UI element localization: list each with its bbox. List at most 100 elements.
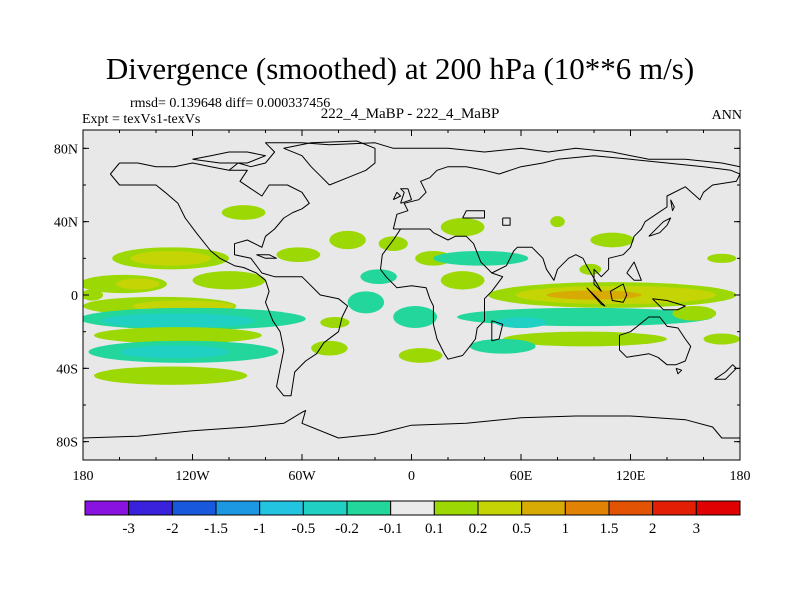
colorbar-label: -3: [122, 521, 135, 537]
colorbar-label: 3: [693, 521, 701, 537]
colorbar-swatch: [477, 500, 523, 516]
colorbar-label: -1: [253, 521, 266, 537]
colorbar-swatch: [259, 500, 304, 516]
colorbar-swatch: [171, 500, 217, 516]
contour-region: [590, 232, 635, 248]
contour-region: [378, 236, 408, 252]
contour-region: [221, 205, 266, 220]
colorbar-label: -0.2: [335, 521, 359, 537]
contour-region: [502, 331, 667, 347]
coastline: [119, 142, 740, 171]
colorbar-swatch: [215, 500, 261, 516]
contour-region: [93, 366, 248, 385]
chart-title: Divergence (smoothed) at 200 hPa (10**6 …: [105, 51, 695, 86]
contour-region: [469, 339, 536, 354]
colorbar-swatch: [652, 500, 697, 516]
x-tick-label: 0: [408, 469, 415, 484]
contour-region: [398, 348, 443, 363]
coastline: [462, 210, 485, 219]
contour-region: [550, 216, 565, 228]
coastline: [256, 254, 277, 259]
y-tick-label: 80S: [56, 436, 78, 451]
contour-region: [329, 230, 366, 250]
coastline: [648, 217, 672, 237]
colorbar-label: -2: [166, 521, 179, 537]
coastline: [283, 140, 376, 186]
x-tick-label: 60W: [288, 469, 316, 484]
contour-region: [115, 278, 160, 290]
colorbar-swatch: [346, 500, 392, 516]
experiment-label: Expt = texVs1-texVs: [82, 112, 201, 127]
colorbar: -3 -2 -1.5 -1 -0.5 -0.2 -0.1 0.1 0.2 0.5 1 1.5 2 3: [84, 500, 741, 537]
contour-region: [433, 251, 529, 266]
contour-region: [440, 271, 485, 290]
case-comparison-label: 222_4_MaBP - 222_4_MaBP: [320, 106, 500, 122]
coastline: [619, 316, 692, 366]
map-axes: 180 120W 60W 0 60E 120E 180 80N 40N 0 40S 80S: [54, 130, 751, 484]
contour-region: [347, 291, 385, 314]
coastline: [392, 191, 402, 201]
coastline: [192, 151, 266, 164]
contour-region: [672, 306, 717, 321]
coastline: [714, 364, 737, 380]
coastline: [502, 217, 511, 226]
colorbar-swatch: [608, 500, 654, 516]
colorbar-label: 1.5: [600, 521, 619, 537]
contour-region: [93, 327, 262, 344]
colorbar-label: -1.5: [204, 521, 228, 537]
contour-region: [320, 317, 350, 328]
coastline: [652, 298, 686, 311]
coastline: [392, 155, 740, 230]
colorbar-label: 0.2: [469, 521, 488, 537]
x-tick-label: 120E: [616, 469, 646, 484]
coastline: [675, 367, 683, 375]
x-tick-label: 60E: [510, 469, 533, 484]
coastline: [393, 173, 740, 292]
contour-region: [440, 218, 485, 237]
coastline: [491, 320, 504, 342]
y-tick-label: 80N: [54, 142, 78, 157]
coastline: [83, 410, 740, 439]
x-tick-label: 180: [73, 469, 94, 484]
y-tick-label: 40S: [56, 362, 78, 377]
colorbar-swatch: [390, 500, 435, 516]
colorbar-label: 0.5: [512, 521, 531, 537]
y-tick-label: 40N: [54, 216, 78, 231]
contour-region: [393, 306, 438, 328]
divergence-contours: [83, 205, 740, 385]
colorbar-swatch: [84, 500, 130, 516]
coastlines: [83, 140, 740, 439]
coastline: [400, 188, 412, 204]
contour-region: [130, 251, 211, 266]
contour-region: [707, 253, 737, 263]
contour-region: [101, 313, 255, 328]
contour-region: [579, 263, 602, 275]
colorbar-label: 1: [562, 521, 570, 537]
colorbar-label: -0.1: [379, 521, 403, 537]
coastline: [626, 261, 642, 281]
y-tick-label: 0: [71, 289, 78, 304]
colorbar-swatch: [128, 500, 173, 516]
x-tick-label: 180: [730, 469, 751, 484]
contour-region: [311, 340, 348, 356]
x-tick-label: 120W: [175, 469, 210, 484]
coastline: [609, 283, 628, 303]
colorbar-swatch: [433, 500, 479, 516]
colorbar-label: 0.1: [425, 521, 444, 537]
contour-region: [703, 333, 740, 345]
coastline: [670, 199, 675, 212]
coastline: [380, 228, 504, 360]
coastline: [586, 287, 606, 307]
contour-region: [360, 269, 397, 284]
contour-region: [276, 247, 321, 262]
contour-region: [192, 271, 266, 290]
colorbar-swatch: [302, 500, 348, 516]
contour-region: [83, 289, 104, 301]
colorbar-swatch: [695, 500, 741, 516]
colorbar-swatch: [521, 500, 566, 516]
season-label: ANN: [711, 108, 742, 123]
rmsd-diff-stats: rmsd= 0.139648 diff= 0.000337456: [130, 96, 331, 111]
contour-region: [119, 345, 229, 359]
contour-region: [495, 317, 547, 328]
